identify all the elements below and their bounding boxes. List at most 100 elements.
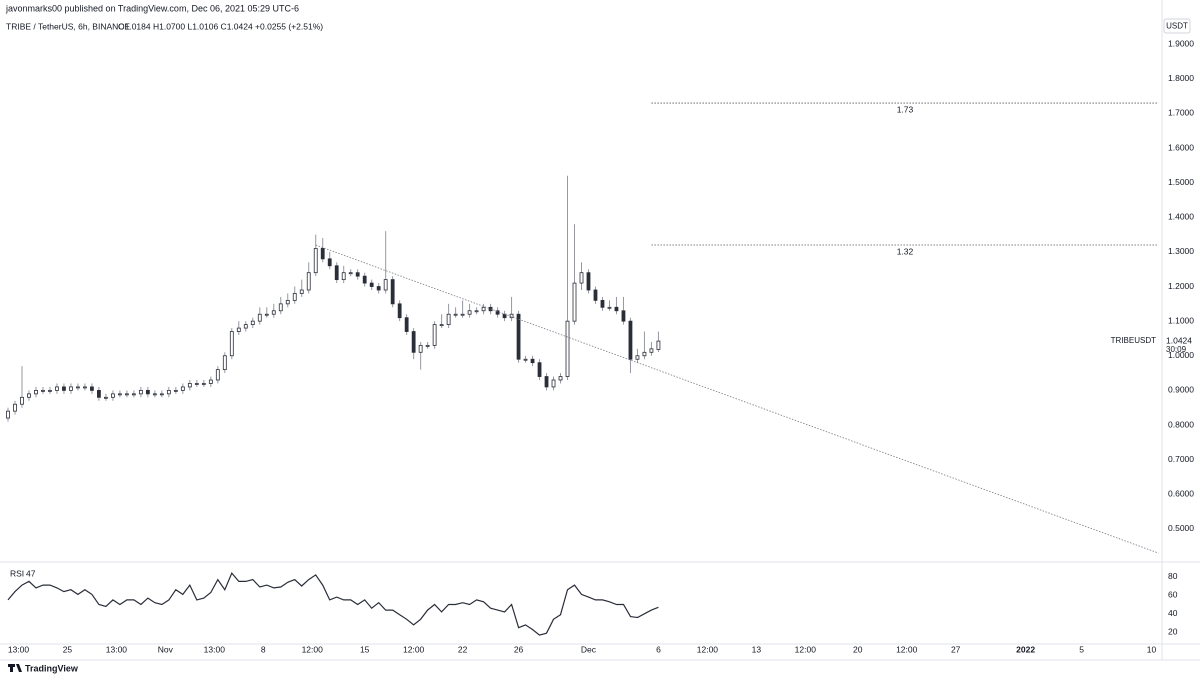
candle-body (383, 279, 388, 291)
candle-body (187, 383, 192, 388)
candle-body (495, 310, 500, 315)
candle-body (614, 306, 619, 312)
candle-body (341, 272, 346, 281)
x-tick-label: 12:00 (896, 644, 918, 654)
x-tick-label: 12:00 (697, 644, 719, 654)
y-tick-label: 1.4000 (1168, 212, 1194, 222)
y-tick-label: 1.1000 (1168, 315, 1194, 325)
candle-body (41, 389, 45, 392)
candle-body (558, 376, 563, 381)
candle-body (76, 386, 80, 389)
candle-body (306, 272, 311, 291)
x-tick-label: 22 (458, 644, 468, 654)
candle-body (642, 351, 647, 357)
candle-body (481, 306, 486, 312)
candle-body (530, 358, 535, 364)
y-tick-label: 1.2000 (1168, 281, 1194, 291)
candle-body (264, 313, 269, 316)
countdown-label: 30:09 (1166, 345, 1187, 354)
candle-body (48, 389, 52, 392)
y-tick-label: 40 (1168, 608, 1178, 618)
y-tick-label: 0.6000 (1168, 488, 1194, 498)
candle-body (649, 348, 654, 353)
candle-body (572, 282, 577, 322)
candle-body (285, 299, 290, 305)
candle-body (397, 303, 402, 319)
candle-body (299, 289, 304, 294)
currency: USDT (1166, 22, 1188, 31)
candle-body (117, 393, 122, 396)
brand-logo (8, 664, 22, 672)
x-tick-label: 8 (261, 644, 266, 654)
y-tick-label: 60 (1168, 590, 1178, 600)
candle-body (586, 272, 591, 291)
candle-body (467, 310, 472, 315)
candle-body (20, 396, 24, 405)
candle-body (579, 272, 584, 284)
x-tick-label: 13:00 (106, 644, 128, 654)
candle-body (83, 386, 87, 389)
x-tick-label: 6 (656, 644, 661, 654)
x-tick-label: 5 (1079, 644, 1084, 654)
candle-body (243, 324, 248, 329)
candle-body (509, 313, 514, 319)
candle-body (313, 248, 318, 274)
symbol-label: TRIBEUSDT (1111, 336, 1156, 345)
candle-body (390, 279, 395, 305)
candle-body (194, 383, 199, 385)
candle-body (55, 386, 59, 391)
candle-body (453, 313, 458, 316)
candle-body (523, 358, 528, 361)
candle-body (411, 331, 416, 353)
candle-body (278, 303, 283, 312)
x-tick-label: 20 (853, 644, 863, 654)
x-tick-label: 10 (1147, 644, 1157, 654)
candle-body (376, 286, 381, 291)
rsi-value: 47 (26, 568, 36, 578)
y-tick-label: 1.3000 (1168, 246, 1194, 256)
candle-body (593, 289, 598, 301)
candle-body (111, 393, 115, 398)
candle-body (131, 393, 136, 396)
rsi-line (7, 571, 659, 636)
x-tick-label: 12:00 (795, 644, 817, 654)
x-tick-label: 13 (752, 644, 762, 654)
candle-body (474, 310, 479, 313)
candle-body (145, 389, 150, 395)
candle-body (334, 265, 339, 281)
candle-body (425, 344, 430, 347)
candle-body (173, 389, 178, 392)
candle-body (320, 248, 325, 260)
candle-body (250, 320, 255, 326)
candle-body (13, 403, 17, 412)
y-tick-label: 1.0000 (1168, 350, 1194, 360)
candle-body (432, 324, 437, 346)
candle-body (34, 389, 38, 395)
y-tick-label: 1.5000 (1168, 177, 1194, 187)
candle-body (159, 393, 164, 396)
brand: TradingView (25, 663, 79, 673)
candle-body (327, 258, 332, 267)
candle-body (229, 331, 234, 357)
level-label: 1.73 (897, 104, 914, 114)
candle-body (460, 313, 465, 316)
candle-body (166, 389, 171, 395)
x-tick-label: Nov (158, 644, 174, 654)
x-tick-label: 12:00 (403, 644, 425, 654)
y-tick-label: 1.6000 (1168, 142, 1194, 152)
currency-box (1163, 18, 1191, 34)
y-tick-label: 80 (1168, 571, 1178, 581)
y-tick-label: 0.9000 (1168, 385, 1194, 395)
candle-body (69, 386, 73, 391)
candle-body (607, 306, 612, 309)
last-price-label: 1.0424 (1166, 335, 1192, 345)
candle-body (418, 344, 423, 353)
y-tick-label: 1.9000 (1168, 38, 1194, 48)
candle-body (516, 313, 521, 360)
candle-body (355, 272, 360, 277)
x-tick-label: 25 (63, 644, 73, 654)
x-tick-label: 13:00 (204, 644, 226, 654)
y-tick-label: 0.7000 (1168, 454, 1194, 464)
y-tick-label: 0.5000 (1168, 523, 1194, 533)
